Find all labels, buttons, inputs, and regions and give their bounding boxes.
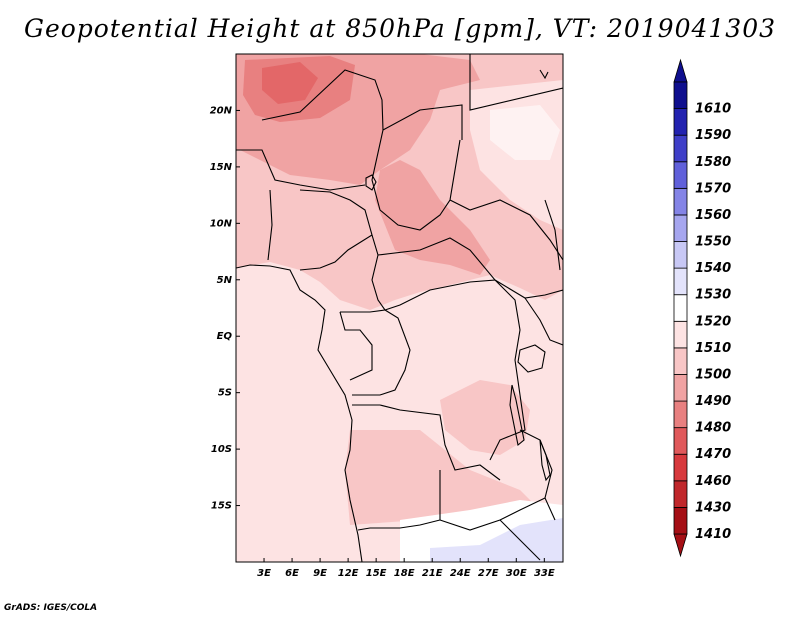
country-borders [236,54,563,562]
colorbar-swatch [673,374,688,402]
border-south-sudan [494,279,563,299]
y-tick-label: EQ [217,331,233,342]
border-libya-chad [382,104,463,140]
colorbar-label: 1470 [695,447,731,462]
x-tick-label: 18E [394,568,415,579]
colorbar-label: 1550 [695,235,731,250]
lake-malawi [539,439,551,482]
lake-tanganyika [509,384,525,447]
y-tick-label: 5N [217,275,233,286]
colorbar-label: 1520 [695,314,731,329]
y-tick-label: 15N [210,162,233,173]
y-tick-label: 15S [211,501,232,512]
y-axis: 20N 15N 10N 5N EQ 5S 10S 15S [210,105,240,512]
height-field [236,54,563,562]
border-egypt-sudan [469,54,563,111]
x-tick-label: 6E [285,568,299,579]
border-drc-congo [352,309,411,396]
colorbar-label: 1530 [695,288,731,303]
field-patch-1490-south [345,430,540,525]
colorbar-swatch [673,453,688,482]
border-chad-sudan [371,129,461,231]
colorbar-swatch [673,347,688,375]
colorbar-label: 1560 [695,208,731,223]
colorbar-label: 1540 [695,261,731,276]
x-tick-label: 12E [338,568,359,579]
lake-victoria [517,344,546,373]
x-tick-label: 21E [422,568,443,579]
colorbar-label: 1410 [695,527,731,542]
border-uganda-kenya [524,297,563,346]
x-tick-label: 27E [478,568,499,579]
colorbar-label: 1570 [695,181,731,196]
colorbar-swatch [673,427,688,455]
colorbar-swatch [673,320,688,349]
border-ethiopia [544,199,561,271]
colorbar-label: 1480 [695,421,731,436]
field-patch-1510-ne [490,105,560,160]
colorbar-label: 1590 [695,128,731,143]
x-tick-label: 24E [450,568,471,579]
colorbar-swatch [673,267,688,296]
colorbar-label: 1500 [695,367,731,382]
colorbar-swatch [673,294,688,322]
colorbar-swatch [673,400,688,429]
border-angola-zambia [357,470,441,531]
x-tick-label: 33E [534,568,555,579]
x-tick-label: 9E [313,568,327,579]
field-low-core [262,62,318,104]
colorbar-swatch [673,214,688,242]
colorbar-label: 1460 [695,474,731,489]
border-algeria-niger [261,69,384,131]
colorbar-swatch [673,480,688,508]
x-tick-label: 3E [257,568,271,579]
colorbar-label: 1430 [695,500,731,515]
field-tongue-1480 [375,160,490,275]
colorbar-label: 1490 [695,394,731,409]
y-tick-label: 5S [218,388,232,399]
coastline-west [236,264,363,562]
colorbar-extend-low [673,533,688,558]
colorbar-swatch [673,108,688,136]
x-tick-label: 30E [506,568,527,579]
colorbar-label: 1610 [695,102,731,117]
colorbar-swatch [673,187,688,216]
colorbar-swatch [673,81,688,109]
grads-credit: GrADS: IGES/COLA [4,603,98,613]
border-tanzania [519,429,556,521]
border-drc-angola [352,404,501,481]
field-blue-1520 [430,518,563,562]
y-tick-label: 20N [210,105,233,116]
river-nile [539,69,549,80]
colorbar-extend-high [673,58,688,83]
border-drc-uganda [489,279,526,461]
border-mali-niger [236,149,366,191]
colorbar-swatch [673,134,688,163]
field-patch-1490-east [440,380,530,455]
lake-chad [365,174,377,191]
y-tick-label: 10N [210,218,233,229]
colorbar-label: 1510 [695,341,731,356]
map-title: Geopotential Height at 850hPa [gpm], VT:… [23,14,777,43]
colorbar-swatch [673,161,688,189]
x-tick-label: 15E [366,568,387,579]
colorbar: 1410 1430 1460 1470 1480 1490 1500 1510 1520 1530… [673,58,731,558]
border-congo-gabon [339,311,373,381]
colorbar-swatch [673,507,688,535]
colorbar-label: 1580 [695,155,731,170]
x-axis: 3E 6E 9E 12E 15E 18E 21E 24E 27E 30E 33E [257,558,555,579]
border-zimbabwe [499,519,541,561]
colorbar-swatch [673,241,688,269]
border-sudan-south [449,199,563,261]
map-frame [235,53,564,563]
y-tick-label: 10S [211,444,232,455]
